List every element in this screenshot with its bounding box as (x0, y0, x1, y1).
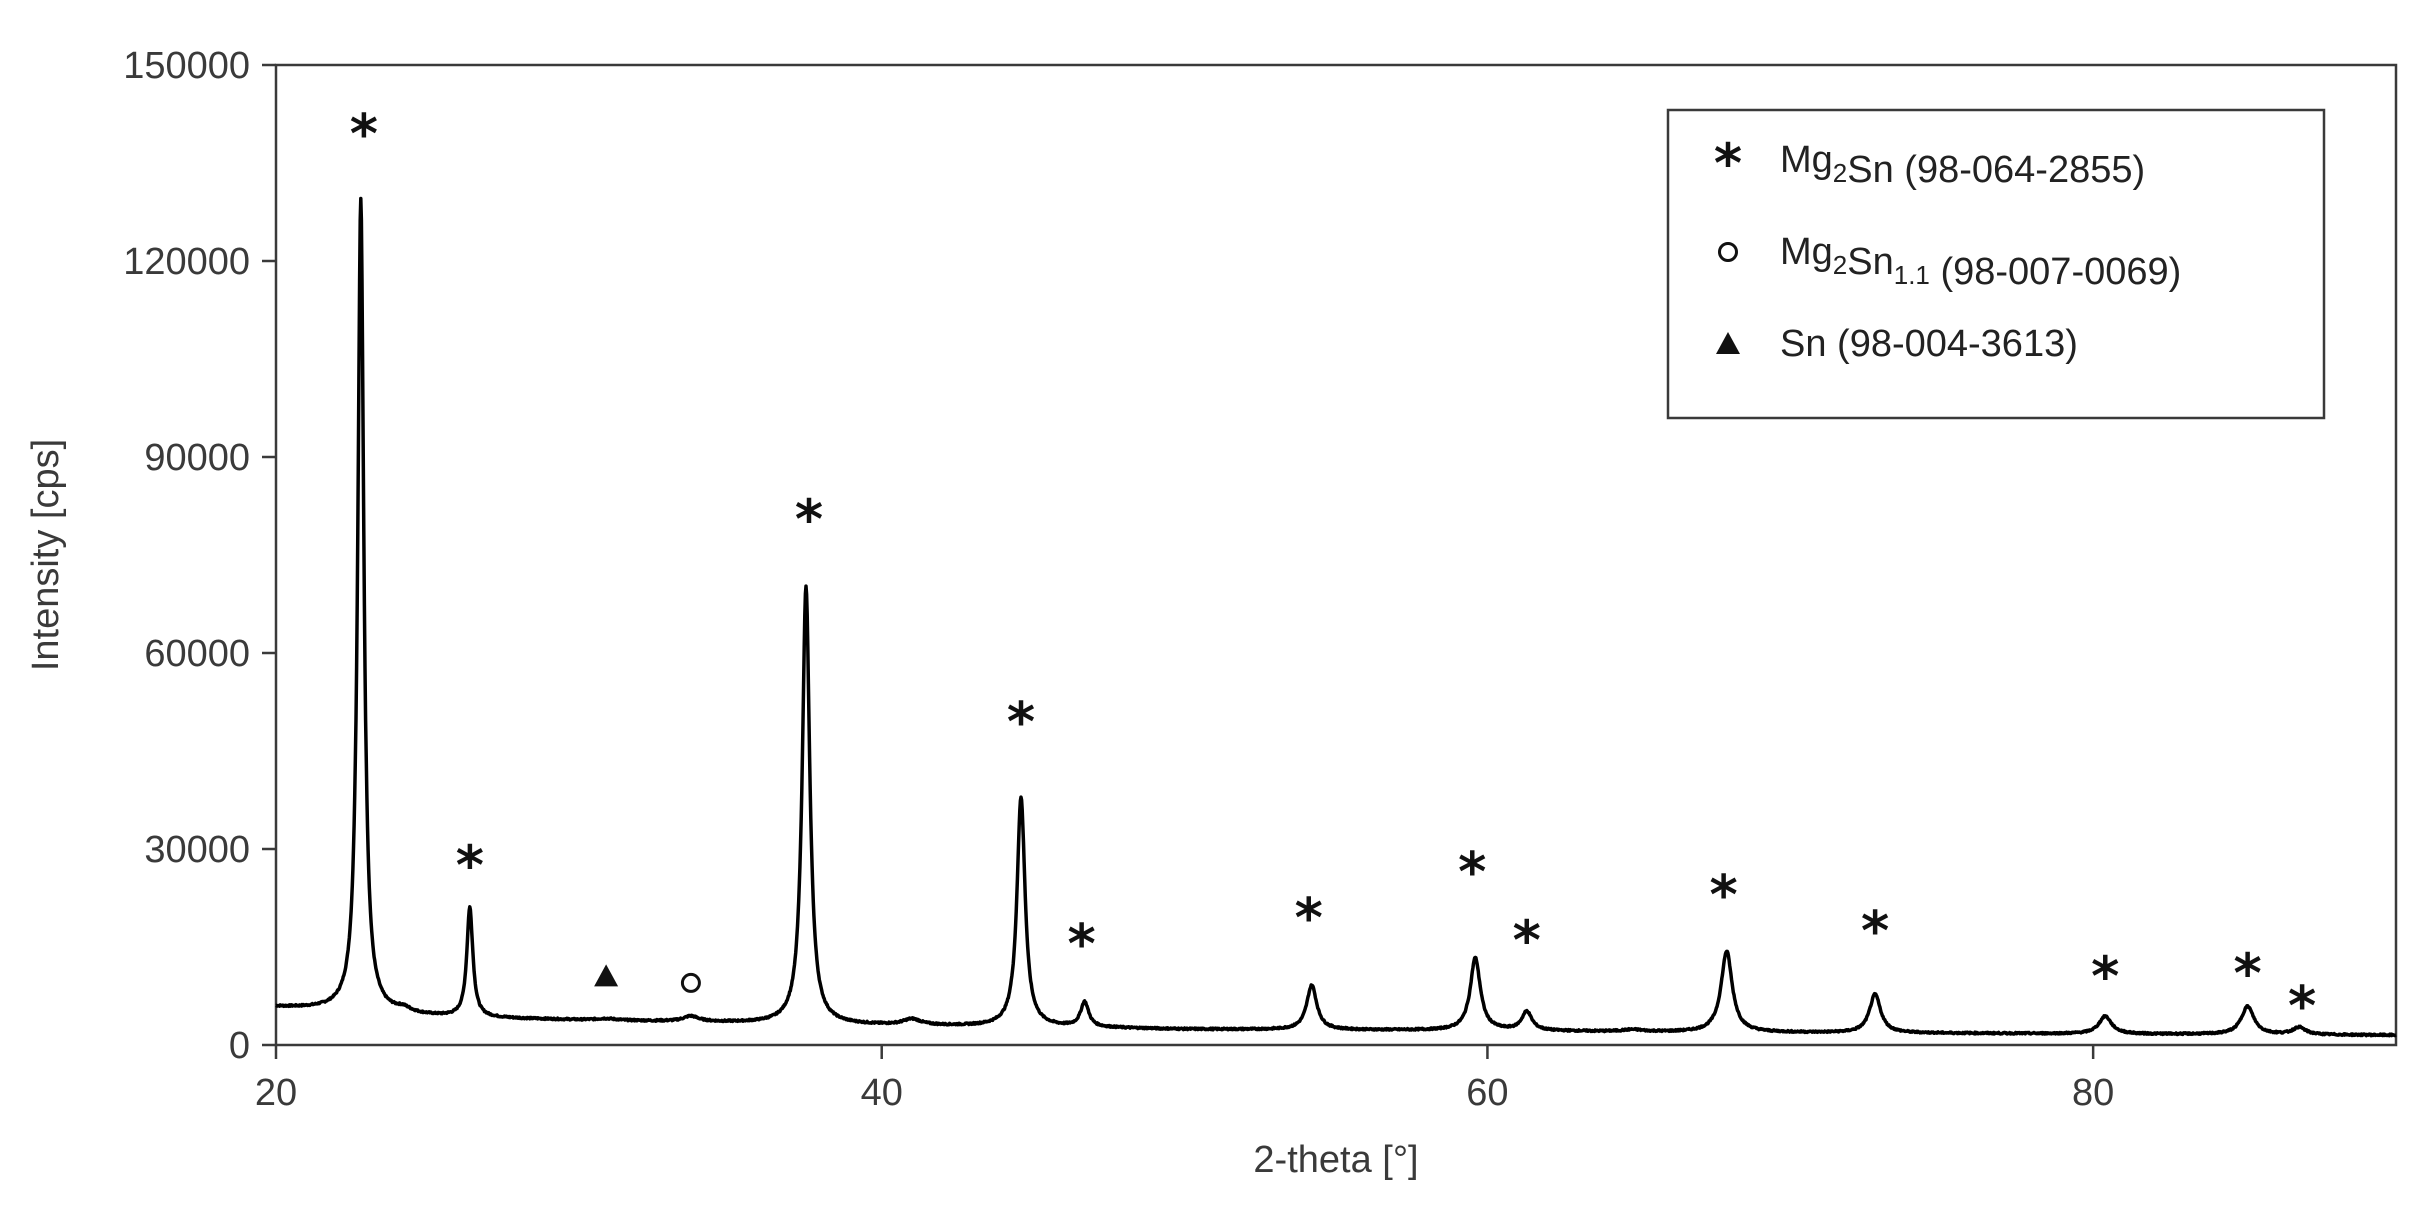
x-tick-label: 40 (861, 1072, 903, 1114)
y-tick-label: 120000 (123, 241, 250, 283)
legend-triangle-icon (1716, 332, 1740, 354)
y-tick-label: 30000 (144, 829, 250, 871)
y-tick-label: 0 (229, 1025, 250, 1067)
y-axis-ticks: 0 30000 60000 90000 120000 150000 (123, 45, 276, 1067)
star-marker: * (1861, 899, 1889, 962)
triangle-marker (594, 964, 619, 987)
circle-marker (680, 972, 701, 993)
star-marker: * (2288, 975, 2316, 1038)
star-marker: * (456, 834, 484, 897)
star-marker: * (1067, 912, 1095, 975)
x-tick-label: 80 (2072, 1072, 2114, 1114)
diffraction-pattern-line (274, 196, 2398, 1038)
phase-markers: * * * * * * * * * * * * * (350, 102, 2317, 1037)
x-axis-title: 2-theta [°] (1253, 1139, 1418, 1181)
legend-circle-icon (1718, 242, 1738, 262)
legend-entry-label: Sn (98-004-3613) (1780, 323, 2078, 365)
y-tick-label: 90000 (144, 437, 250, 479)
legend-box (1666, 108, 2326, 420)
y-tick-label: 150000 (123, 45, 250, 87)
star-marker: * (1007, 690, 1035, 753)
star-marker: * (2091, 945, 2119, 1008)
star-marker: * (795, 488, 823, 551)
legend-star-icon: * (1714, 132, 1742, 195)
x-tick-label: 60 (1466, 1072, 1508, 1114)
legend-entry-label: Mg2Sn (98-064-2855) (1780, 139, 2145, 191)
x-axis-ticks: 20 40 60 80 (255, 1045, 2114, 1114)
legend-entry-label: Mg2Sn1.1 (98-007-0069) (1780, 231, 2181, 293)
star-marker: * (1710, 863, 1738, 926)
star-marker: * (350, 102, 378, 165)
y-tick-label: 60000 (144, 633, 250, 675)
star-marker: * (1295, 886, 1323, 949)
x-tick-label: 20 (255, 1072, 297, 1114)
star-marker: * (2233, 942, 2261, 1005)
y-axis-title: Intensity [cps] (25, 439, 67, 671)
legend: * Mg2Sn (98-064-2855) Mg2Sn1.1 (98-007-006… (1666, 108, 2326, 420)
star-marker: * (1513, 909, 1541, 972)
star-marker: * (1458, 841, 1486, 904)
